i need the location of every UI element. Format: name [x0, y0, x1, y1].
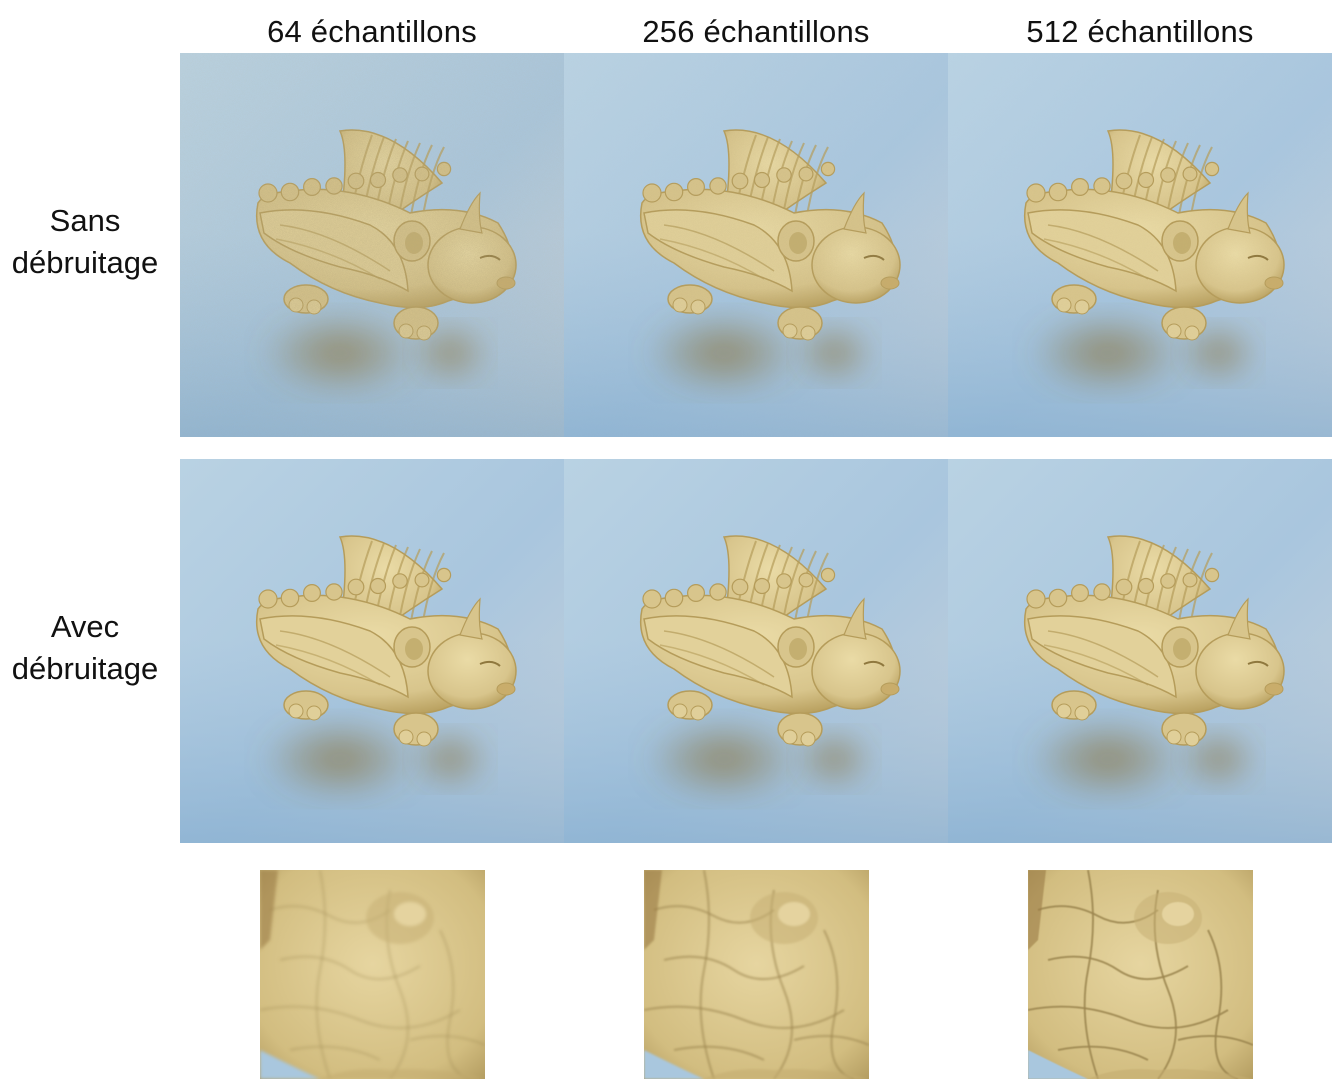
column-header-64: 64 échantillons [267, 14, 477, 49]
render-noisy-512 [948, 53, 1332, 437]
row-label-line2: débruitage [11, 245, 159, 280]
row-label-line1: Avec [50, 609, 120, 644]
render-noisy-256 [564, 53, 948, 437]
column-header-256: 256 échantillons [642, 14, 870, 49]
row-label-line2: débruitage [11, 651, 159, 686]
column-header-512: 512 échantillons [1026, 14, 1254, 49]
crop-detail-64 [260, 870, 485, 1079]
render-denoised-512 [948, 459, 1332, 843]
render-noisy-64 [180, 53, 564, 437]
crop-detail-256 [644, 870, 869, 1079]
crop-detail-512 [1028, 870, 1253, 1079]
render-denoised-64 [180, 459, 564, 843]
render-denoised-256 [564, 459, 948, 843]
row-label-line1: Sans [49, 203, 121, 238]
row-label-with-denoising: Avec débruitage [0, 606, 170, 690]
row-label-without-denoising: Sans débruitage [0, 200, 170, 284]
